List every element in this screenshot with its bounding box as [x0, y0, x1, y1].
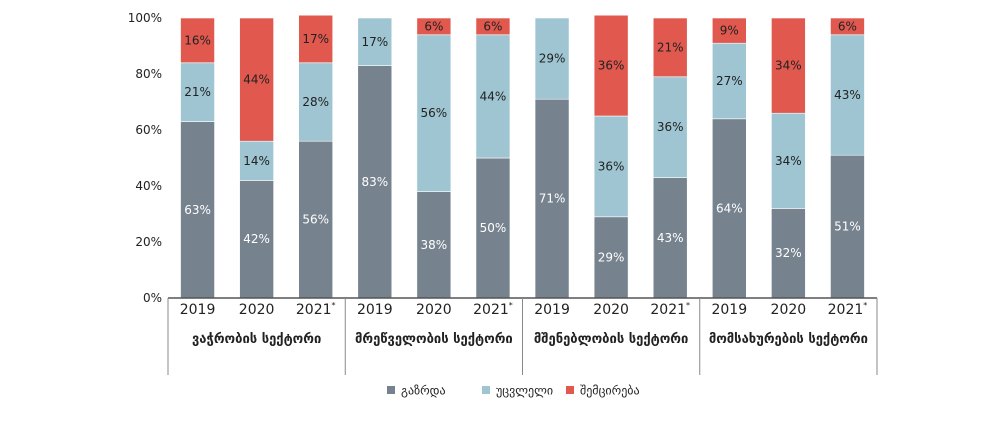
bar-value-label: 56%	[302, 213, 329, 227]
bar-segment	[830, 154, 865, 299]
legend-swatch	[387, 386, 395, 394]
bar-value-label: 29%	[539, 52, 566, 66]
legend: გაზრდა უცვლელი შემცირება	[387, 384, 640, 398]
y-tick-label: 100%	[128, 11, 162, 25]
bar-value-label: 71%	[539, 192, 566, 206]
bar-segment	[239, 180, 274, 299]
bar-value-label: 50%	[480, 221, 507, 235]
bar-value-label: 28%	[302, 95, 329, 109]
bar-value-label: 14%	[243, 154, 270, 168]
bar-value-label: 34%	[775, 154, 802, 168]
bar-segment	[475, 157, 511, 299]
group-label: მომსახურების სექტორი	[709, 332, 868, 347]
x-tick-label: 2021*	[473, 301, 513, 318]
group-label: მშენებლობის სექტორი	[534, 332, 688, 347]
bar-segment	[534, 98, 570, 299]
y-tick-label: 0%	[143, 291, 162, 305]
bar-segment	[416, 34, 452, 192]
bar-value-label: 38%	[421, 238, 448, 252]
bar-segment	[180, 17, 215, 64]
bar-value-label: 36%	[598, 159, 625, 173]
x-tick-label: 2019	[180, 302, 216, 318]
y-axis: 0% 20% 40% 60% 80% 100%	[128, 11, 162, 305]
legend-swatch	[482, 386, 490, 394]
bar-segment	[830, 17, 865, 36]
bar-segment	[475, 17, 511, 36]
bar-value-label: 6%	[483, 19, 502, 33]
bar-value-label: 16%	[184, 33, 211, 47]
x-tick-label: 2020	[416, 302, 452, 318]
bar-segment	[298, 14, 334, 64]
bar-value-label: 43%	[657, 231, 684, 245]
bar-segment	[652, 76, 688, 178]
bar-segment	[652, 17, 688, 78]
bar-value-label: 63%	[184, 203, 211, 217]
y-tick-label: 40%	[135, 179, 162, 193]
y-tick-label: 60%	[135, 123, 162, 137]
bar-segment	[593, 14, 629, 117]
bar-value-label: 44%	[243, 73, 270, 87]
bar-segment	[239, 140, 274, 181]
bar-value-label: 6%	[424, 19, 443, 33]
bar-value-label: 42%	[243, 232, 270, 246]
bar-value-label: 51%	[834, 220, 861, 234]
legend-label: გაზრდა	[401, 384, 446, 398]
bar-value-label: 21%	[184, 85, 211, 99]
bar-segment	[180, 62, 215, 122]
x-tick-label: 2021*	[650, 301, 690, 318]
bar-value-label: 17%	[302, 32, 329, 46]
bar-value-label: 27%	[716, 74, 743, 88]
x-tick-label: 2020	[771, 302, 807, 318]
bar-segment	[239, 17, 274, 142]
bar-segment	[475, 34, 511, 159]
legend-swatch	[566, 386, 574, 394]
x-tick-label: 2019	[711, 302, 747, 318]
bar-segment	[711, 17, 747, 44]
bar-value-label: 17%	[361, 35, 388, 49]
bar-value-label: 56%	[421, 106, 448, 120]
x-tick-label: 2021*	[296, 301, 336, 318]
bar-value-label: 34%	[775, 59, 802, 73]
legend-label: შემცირება	[580, 384, 640, 398]
y-tick-label: 20%	[135, 235, 162, 249]
bar-segment	[357, 17, 393, 66]
bar-value-label: 29%	[598, 250, 625, 264]
plot-area: 63% 21% 16% 42% 14% 44% 56% 28% 17% 83% 17% 38% 56% 6…	[180, 14, 865, 299]
bar-value-label: 36%	[598, 59, 625, 73]
bar-value-label: 32%	[775, 246, 802, 260]
bar-value-label: 44%	[480, 89, 507, 103]
group-label: მრეწველობის სექტორი	[355, 332, 513, 347]
bar-value-label: 9%	[720, 24, 739, 38]
bar-segment	[830, 34, 865, 156]
bar-value-label: 6%	[838, 19, 857, 33]
bar-segment	[771, 17, 806, 114]
bar-segment	[771, 112, 806, 209]
x-tick-label: 2020	[593, 302, 629, 318]
bar-value-label: 64%	[716, 201, 743, 215]
bar-segment	[711, 42, 747, 120]
y-tick-label: 80%	[135, 67, 162, 81]
group-label: ვაჭრობის სექტორი	[192, 332, 321, 347]
bar-segment	[180, 121, 215, 299]
x-axis: 2019 2020 2021* ვაჭრობის სექტორი 2019 2020 202…	[167, 297, 878, 375]
bar-segment	[534, 17, 570, 100]
bar-segment	[298, 62, 334, 142]
bar-segment	[416, 191, 452, 299]
bar-value-label: 21%	[657, 40, 684, 54]
bar-value-label: 83%	[361, 175, 388, 189]
bar-segment	[357, 65, 393, 299]
bar-value-label: 36%	[657, 120, 684, 134]
legend-label: უცვლელი	[496, 384, 553, 398]
bar-segment	[652, 177, 688, 299]
x-tick-label: 2021*	[828, 301, 868, 318]
x-tick-label: 2020	[239, 302, 275, 318]
x-tick-label: 2019	[534, 302, 570, 318]
bar-segment	[416, 17, 452, 36]
bar-segment	[593, 115, 629, 218]
bar-value-label: 43%	[834, 88, 861, 102]
x-tick-label: 2019	[357, 302, 393, 318]
